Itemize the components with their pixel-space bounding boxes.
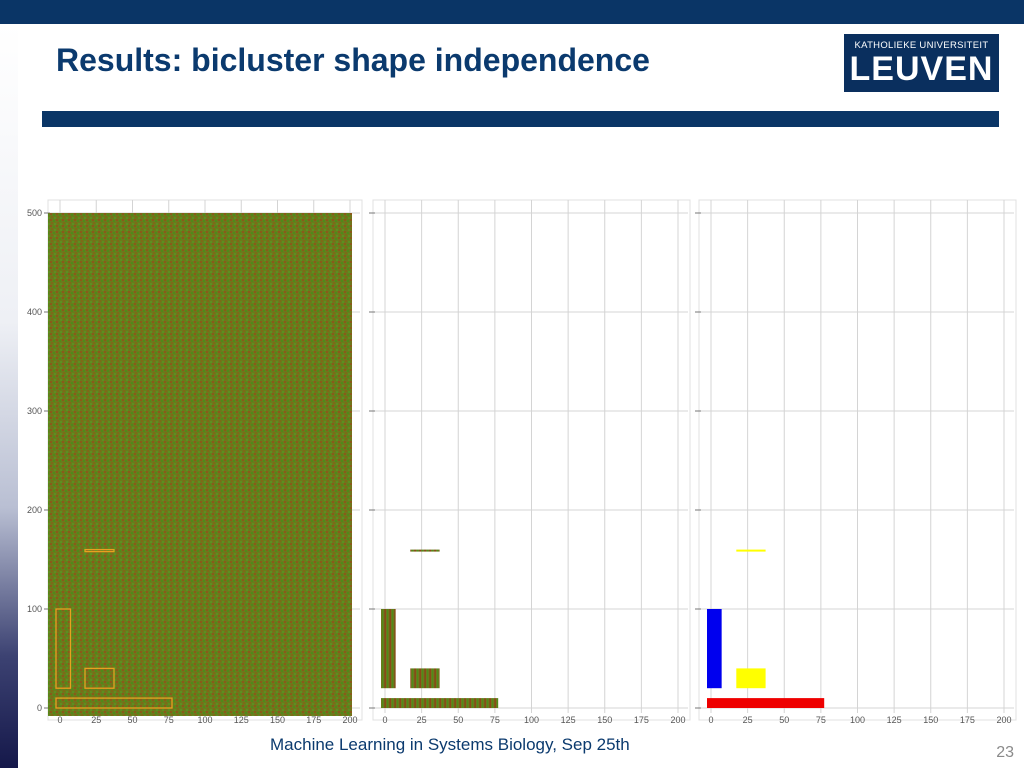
x-tick-label: 25: [91, 715, 101, 725]
x-tick-label: 150: [270, 715, 285, 725]
heatmap-background: [48, 213, 352, 716]
x-tick-label: 25: [743, 715, 753, 725]
bicluster-figure: 0 25 50 75 100 125 150 175 200 0 100 200 300 400 500 0 2…: [20, 195, 1020, 730]
x-tick-label: 75: [490, 715, 500, 725]
page-number: 23: [996, 744, 1014, 761]
y-tick-label: 400: [27, 307, 42, 317]
bicluster-solid-1: [707, 609, 722, 689]
x-tick-label: 100: [524, 715, 539, 725]
bicluster-outline-3: [55, 697, 173, 709]
bicluster-outline-2: [84, 667, 115, 689]
bicluster-solid-4: [736, 549, 766, 552]
bicluster-outline-1: [55, 608, 72, 689]
x-tick-label: 50: [453, 715, 463, 725]
x-tick-label: 200: [996, 715, 1011, 725]
x-tick-label: 0: [57, 715, 62, 725]
x-tick-label: 50: [779, 715, 789, 725]
top-banner: [0, 0, 1024, 24]
y-tick-label: 300: [27, 406, 42, 416]
x-tick-label: 150: [923, 715, 938, 725]
x-tick-label: 25: [417, 715, 427, 725]
x-tick-label: 175: [960, 715, 975, 725]
slide-footer: Machine Learning in Systems Biology, Sep…: [270, 735, 630, 754]
y-tick-label: 0: [37, 703, 42, 713]
x-tick-label: 200: [670, 715, 685, 725]
bicluster-outline-4: [84, 548, 115, 553]
x-tick-label: 0: [382, 715, 387, 725]
bicluster-solid-2: [736, 668, 766, 689]
x-tick-label: 75: [816, 715, 826, 725]
x-tick-label: 100: [850, 715, 865, 725]
x-tick-label: 75: [164, 715, 174, 725]
x-tick-label: 50: [127, 715, 137, 725]
x-tick-label: 0: [708, 715, 713, 725]
bicluster-solid-3: [707, 698, 825, 708]
bicluster-expression-3: [381, 698, 499, 708]
x-tick-label: 100: [197, 715, 212, 725]
bicluster-expression-4: [410, 549, 440, 552]
bicluster-expression-1: [381, 609, 396, 689]
x-tick-label: 200: [342, 715, 357, 725]
y-tick-label: 200: [27, 505, 42, 515]
x-tick-label: 125: [887, 715, 902, 725]
title-underline-bar: [42, 111, 999, 127]
x-tick-label: 175: [306, 715, 321, 725]
bicluster-expression-2: [410, 668, 440, 689]
ku-leuven-logo: KATHOLIEKE UNIVERSITEIT LEUVEN: [844, 34, 999, 92]
y-tick-label: 100: [27, 604, 42, 614]
x-tick-label: 175: [634, 715, 649, 725]
y-tick-label: 500: [27, 208, 42, 218]
left-gradient-strip: [0, 24, 18, 768]
x-tick-label: 125: [234, 715, 249, 725]
logo-line-bottom: LEUVEN: [849, 50, 994, 88]
logo-line-top: KATHOLIEKE UNIVERSITEIT: [854, 40, 989, 51]
x-tick-label: 125: [561, 715, 576, 725]
x-tick-label: 150: [597, 715, 612, 725]
slide-title: Results: bicluster shape independence: [56, 42, 650, 78]
